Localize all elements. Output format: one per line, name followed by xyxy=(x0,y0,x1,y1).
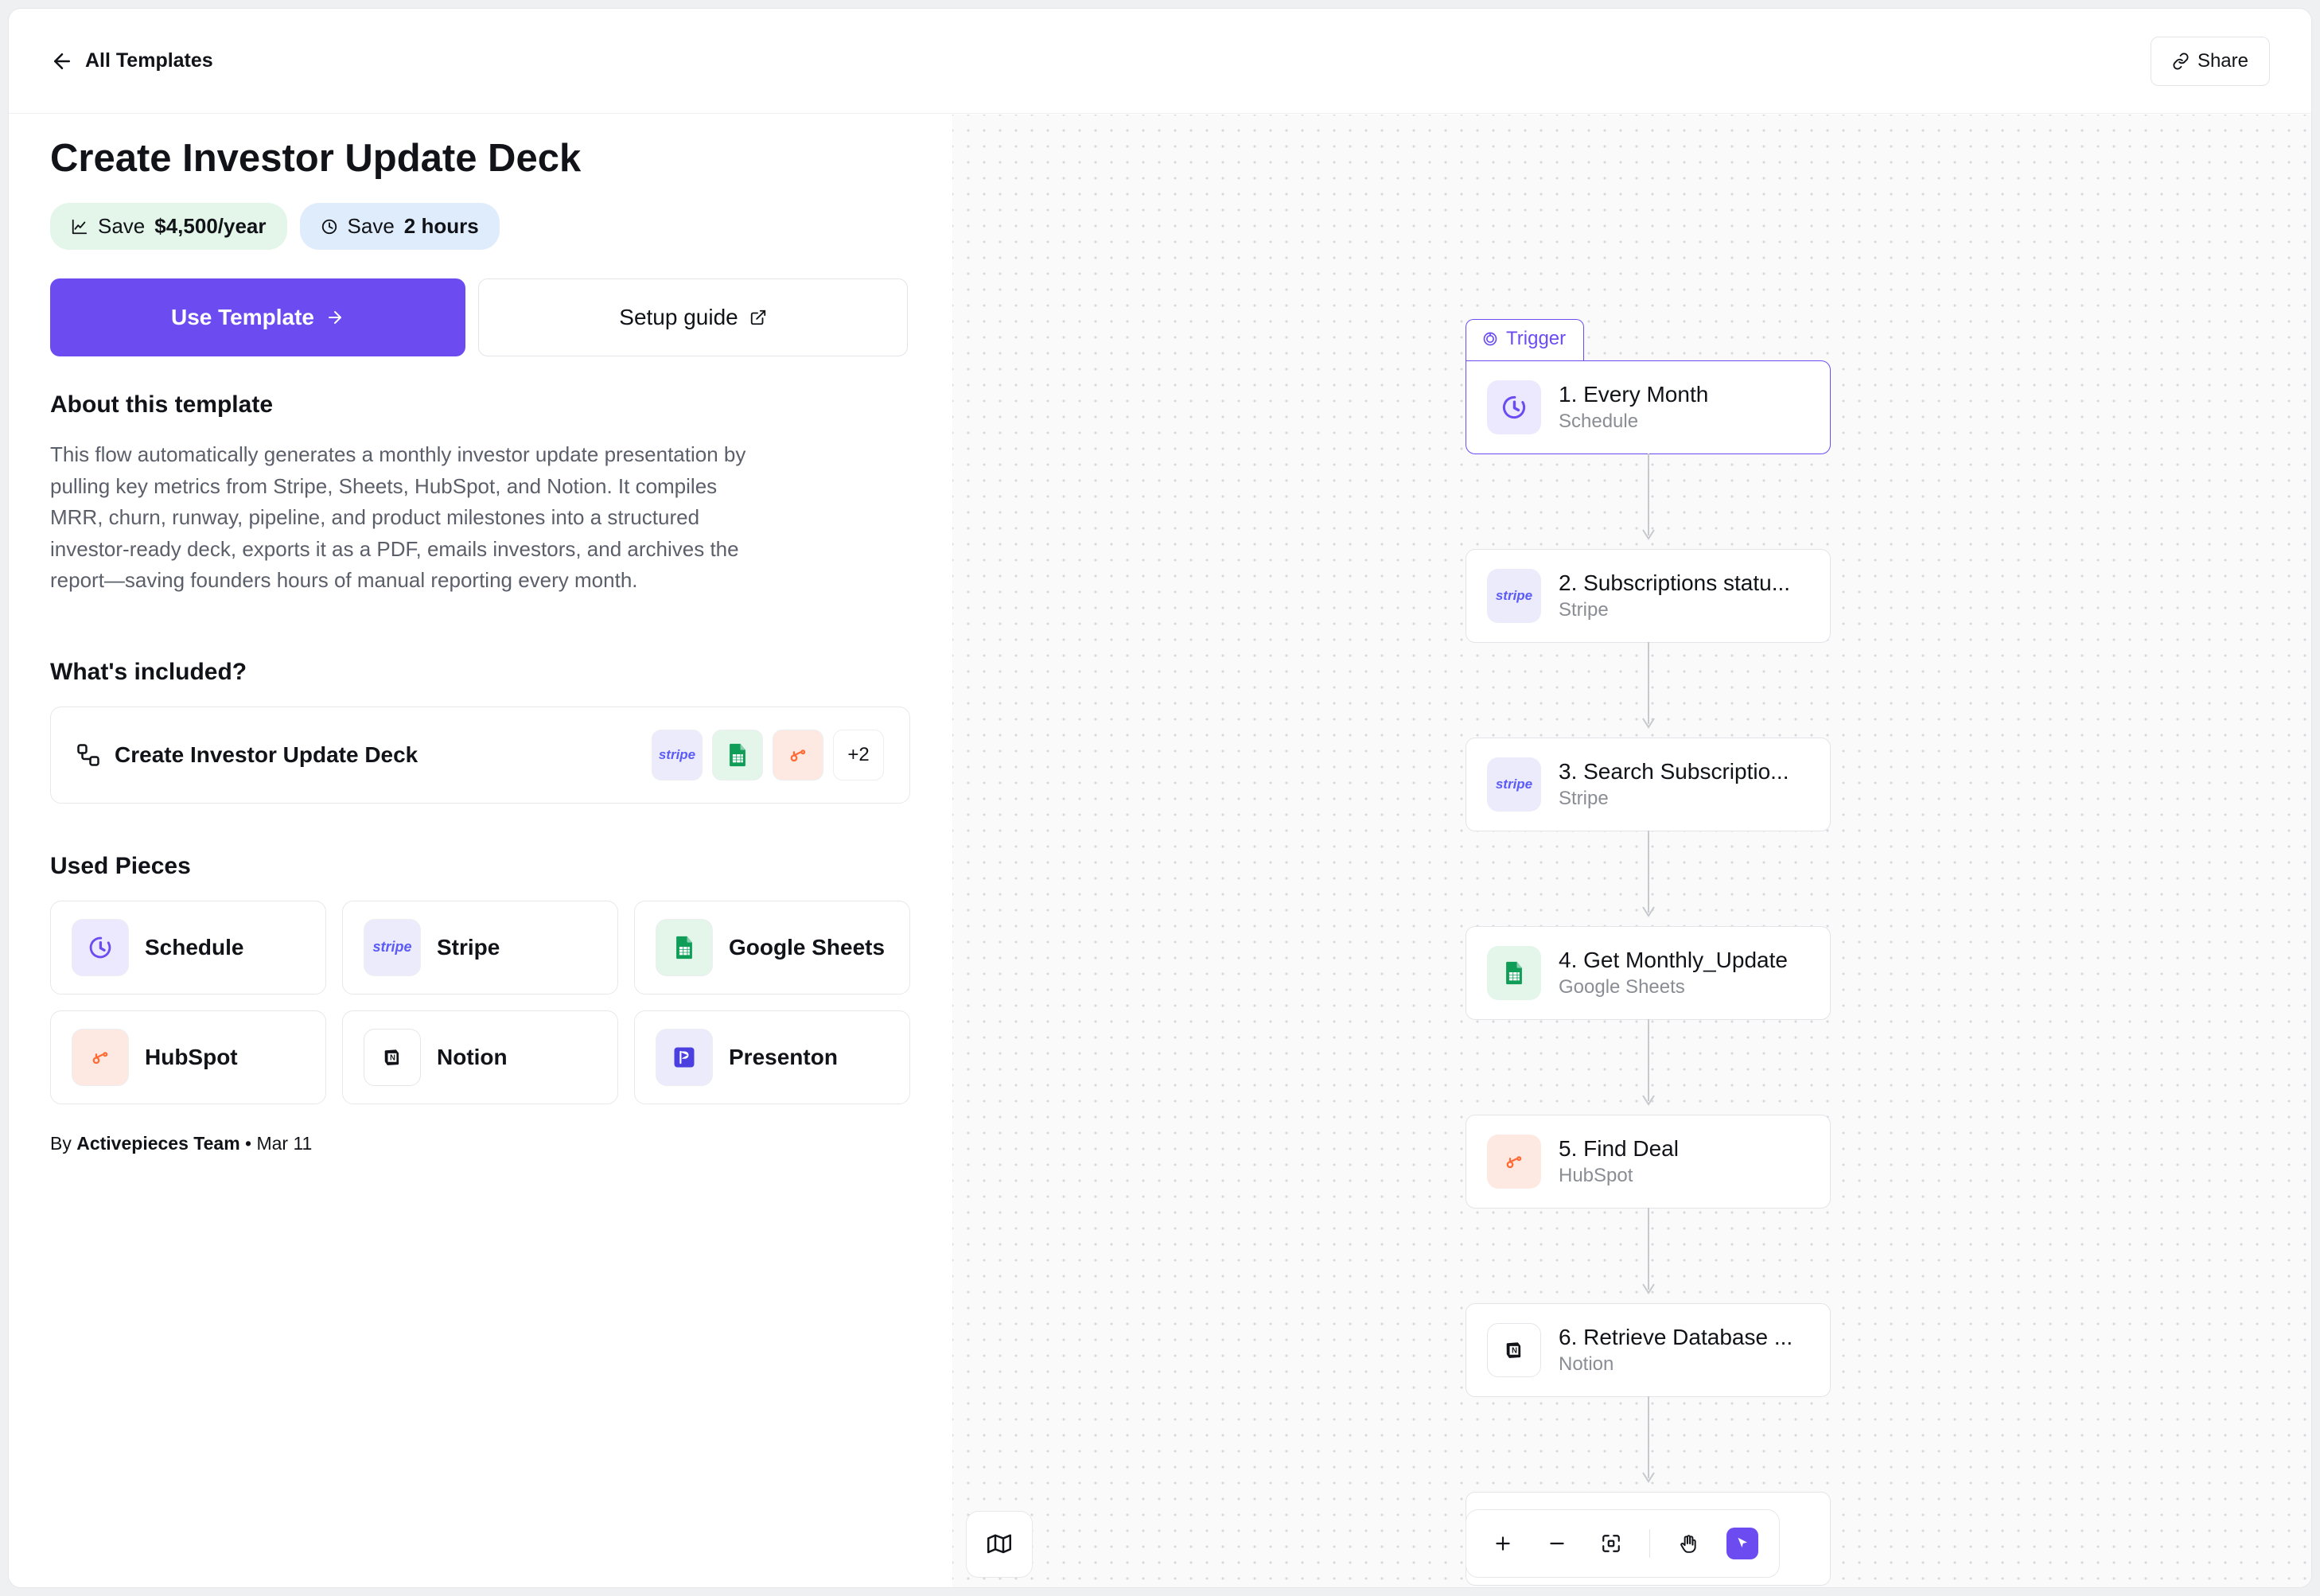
svg-text:N: N xyxy=(1512,1347,1517,1356)
svg-text:N: N xyxy=(390,1053,395,1062)
